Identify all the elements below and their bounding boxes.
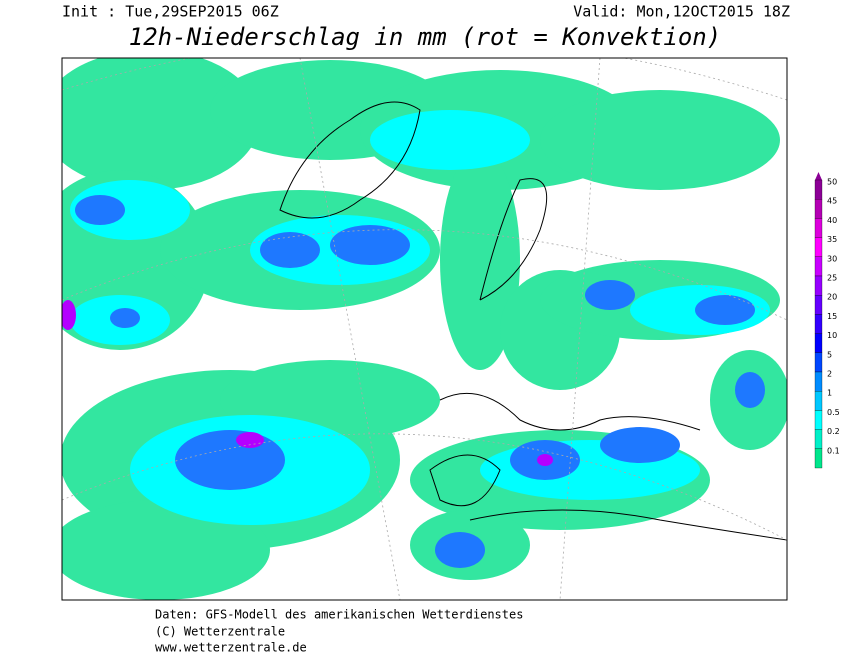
legend-swatch [814, 314, 823, 334]
legend-swatch [814, 448, 823, 469]
legend-swatch [814, 333, 823, 353]
map-title: 12h-Niederschlag in mm (rot = Konvektion… [129, 23, 721, 51]
color-legend: 50 45 40 35 30 25 20 15 10 5 2 1 0.5 0.2 0.1 [814, 172, 840, 469]
map-frame [61, 57, 788, 601]
legend-label: 5 [827, 350, 832, 359]
legend-label: 2 [827, 370, 832, 379]
valid-time: Valid: Mon,12OCT2015 18Z [573, 3, 790, 21]
legend-swatch [814, 275, 823, 296]
legend-label: 0.2 [827, 427, 840, 436]
legend-label: 1 [827, 389, 832, 398]
precip-heavy [75, 195, 765, 568]
legend-label: 40 [827, 216, 837, 225]
legend-label: 0.5 [827, 408, 840, 417]
legend-swatch [814, 352, 823, 373]
legend-swatch [814, 218, 823, 238]
graticule [62, 58, 787, 600]
legend-label: 30 [827, 254, 837, 263]
legend-arrow [815, 172, 822, 180]
legend-swatch [814, 256, 823, 277]
legend-label: 50 [827, 178, 837, 187]
legend-swatch [814, 391, 823, 411]
coastlines [279, 101, 787, 541]
legend-label: 15 [827, 312, 837, 321]
legend-label: 45 [827, 197, 837, 206]
legend-label: 25 [827, 274, 837, 283]
footer-line: Daten: GFS-Modell des amerikanischen Wet… [155, 608, 523, 622]
legend-swatch [814, 295, 823, 315]
legend-label: 10 [827, 331, 837, 340]
precipitation-map [62, 58, 787, 600]
legend-label: 0.1 [827, 446, 840, 455]
legend-swatch [814, 237, 823, 257]
init-time: Init : Tue,29SEP2015 06Z [62, 3, 279, 21]
legend-swatch [814, 429, 823, 449]
legend-swatch [814, 371, 823, 392]
footer-line: (C) Wetterzentrale [155, 625, 285, 639]
precip-intense [62, 300, 553, 466]
legend-swatch [814, 179, 823, 200]
legend-swatch [814, 199, 823, 219]
legend-label: 35 [827, 235, 837, 244]
legend-label: 20 [827, 293, 837, 302]
legend-swatch [814, 410, 823, 430]
footer-line: www.wetterzentrale.de [155, 641, 307, 655]
